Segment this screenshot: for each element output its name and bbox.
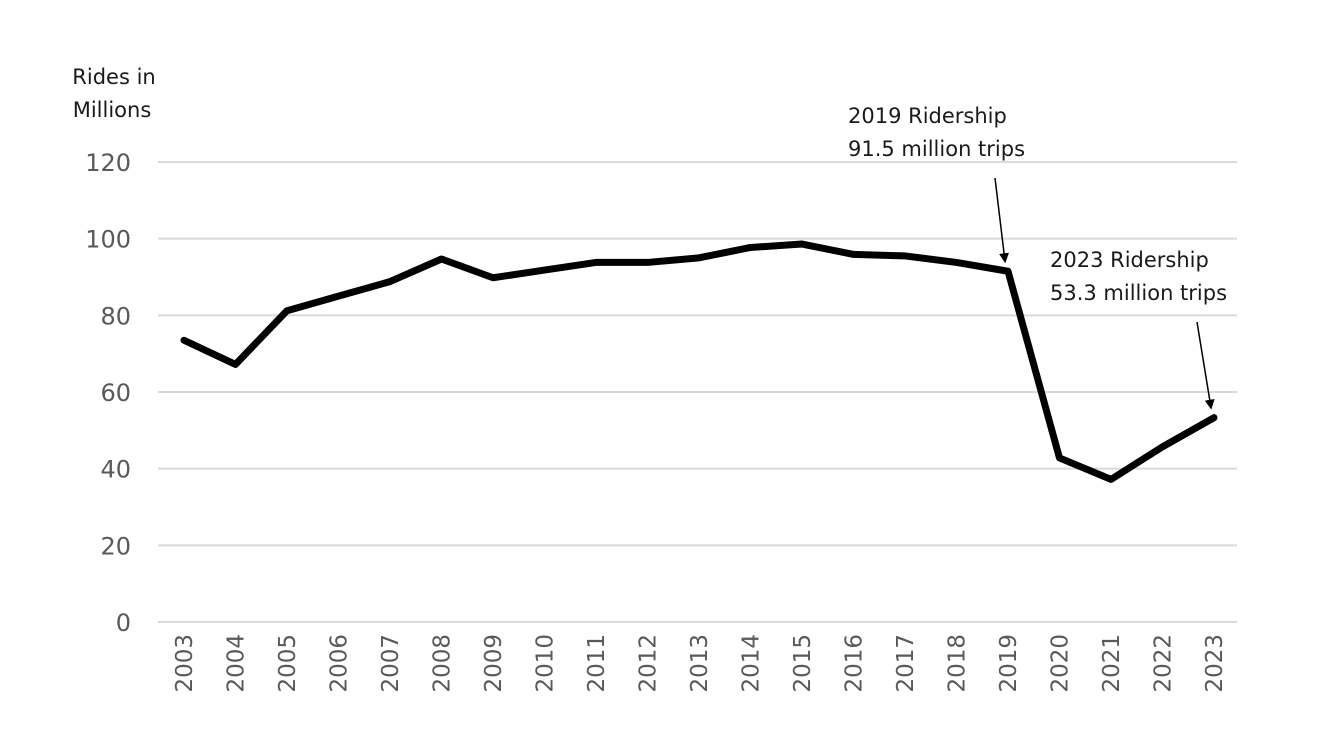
x-tick-label: 2018 xyxy=(945,634,971,693)
data-point xyxy=(235,363,236,365)
y-tick-label: 80 xyxy=(100,302,131,330)
y-tick-label: 0 xyxy=(116,609,131,637)
annotation-arrow-2019 xyxy=(994,177,1010,264)
series-line-0 xyxy=(180,240,1218,483)
annotation-arrow-2023 xyxy=(1196,321,1215,410)
x-tick-label: 2008 xyxy=(430,634,456,693)
gridlines xyxy=(158,161,1237,623)
data-point xyxy=(595,261,597,263)
data-point xyxy=(441,258,442,260)
annotation-2023-line-2: 53.3 million trips xyxy=(1050,281,1227,305)
x-tick-label: 2016 xyxy=(842,634,868,693)
y-tick-label: 20 xyxy=(100,532,131,560)
x-tick-label: 2003 xyxy=(172,634,198,693)
x-tick-label: 2011 xyxy=(584,634,610,693)
x-tick-label: 2007 xyxy=(378,634,404,693)
data-point xyxy=(750,246,751,248)
x-tick-label: 2017 xyxy=(893,634,919,693)
x-tick-label: 2015 xyxy=(790,634,816,693)
annotations: 2019 Ridership 91.5 million trips 2023 Rid… xyxy=(848,104,1227,410)
x-tick-label: 2009 xyxy=(481,634,507,693)
x-tick-label: 2010 xyxy=(533,634,559,693)
annotation-2019-line-2: 91.5 million trips xyxy=(848,137,1025,161)
data-point xyxy=(1007,270,1009,272)
data-point xyxy=(1213,417,1215,419)
x-tick-label: 2023 xyxy=(1202,634,1228,693)
data-point xyxy=(544,269,545,271)
y-axis-label-line-2: Millions xyxy=(73,98,152,122)
data-point xyxy=(389,281,391,283)
data-point xyxy=(1110,478,1112,480)
series-layer xyxy=(180,240,1218,483)
annotation-2019-line-1: 2019 Ridership xyxy=(848,104,1007,128)
data-point xyxy=(647,261,648,263)
x-tick-label: 2006 xyxy=(327,634,353,693)
data-point xyxy=(1059,457,1060,459)
data-point xyxy=(801,243,803,245)
y-tick-label: 120 xyxy=(85,149,131,177)
x-tick-label: 2021 xyxy=(1099,634,1125,693)
data-point xyxy=(286,310,288,312)
y-tick-label: 60 xyxy=(100,379,131,407)
y-tick-label: 40 xyxy=(100,456,131,484)
x-tick-labels: 2003 2004 2005 2006 2007 2008 2009 2010 2011 2012… xyxy=(172,634,1228,693)
x-tick-label: 2014 xyxy=(739,634,765,693)
data-point xyxy=(853,253,854,255)
x-tick-label: 2022 xyxy=(1151,634,1177,693)
data-point xyxy=(698,257,700,259)
data-point xyxy=(183,339,185,341)
x-tick-label: 2004 xyxy=(224,634,250,693)
data-point xyxy=(338,295,339,297)
data-point xyxy=(956,261,957,263)
annotation-2023-line-1: 2023 Ridership xyxy=(1050,248,1209,272)
x-tick-label: 2013 xyxy=(687,634,713,693)
x-tick-label: 2019 xyxy=(996,634,1022,693)
data-point xyxy=(492,277,494,279)
y-axis-label-line-1: Rides in xyxy=(72,65,155,89)
x-tick-label: 2020 xyxy=(1048,634,1074,693)
data-point xyxy=(1162,446,1163,448)
y-tick-labels: 0 20 40 60 80 100 120 xyxy=(85,149,131,637)
y-tick-label: 100 xyxy=(85,226,131,254)
data-point xyxy=(904,255,906,257)
x-tick-label: 2012 xyxy=(636,634,662,693)
x-tick-label: 2005 xyxy=(275,634,301,693)
